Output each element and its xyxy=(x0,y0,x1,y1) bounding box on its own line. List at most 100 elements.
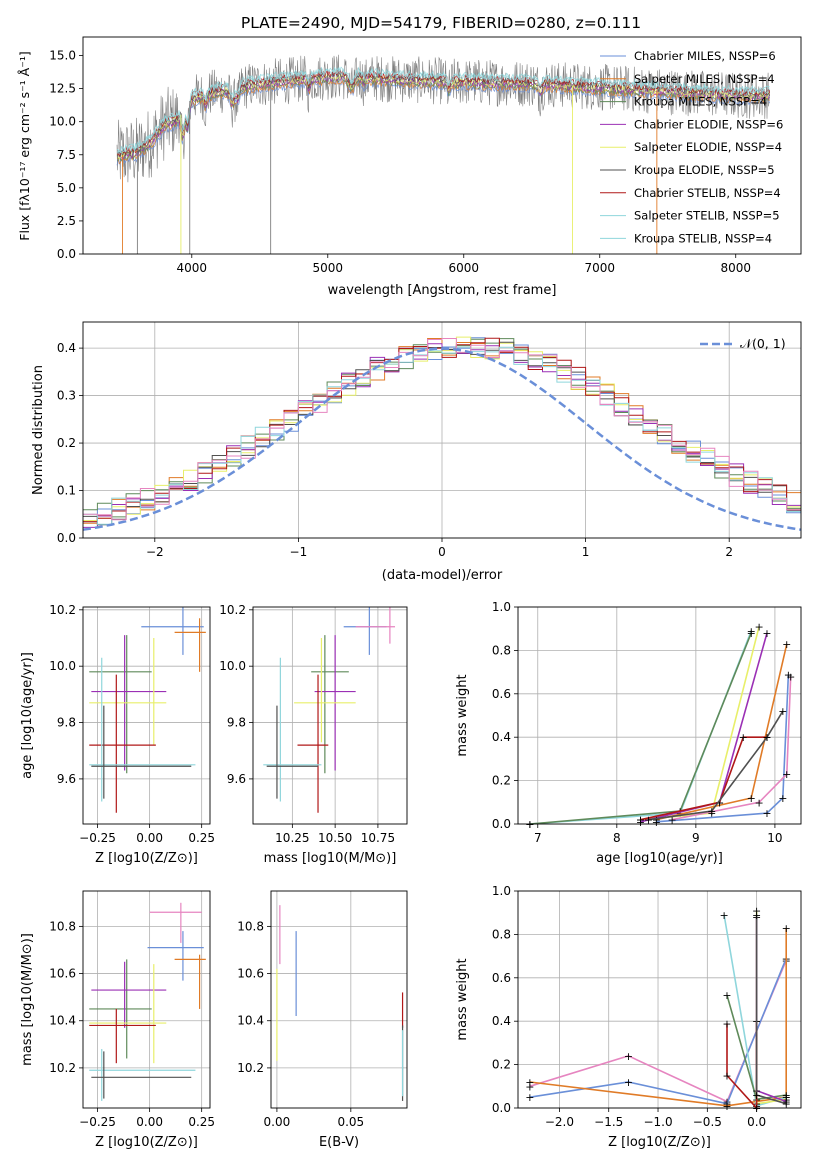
mass-weight-age-marker: + xyxy=(747,627,756,640)
mass-weight-age-marker: + xyxy=(636,814,645,827)
mw-z-panel: +++++++++++++++++ +++ +++++++++++−2.0 −1.5−… xyxy=(455,884,802,1150)
mass-z-panel-ytick-label: 10.8 xyxy=(49,919,76,933)
spectrum-xlabel: wavelength [Angstrom, rest frame] xyxy=(328,283,557,298)
gaussian-curve xyxy=(82,347,802,531)
residual-histogram-8 xyxy=(83,346,801,525)
mass-weight-age-marker: + xyxy=(652,816,661,829)
spectrum-legend-label: Salpeter ELODIE, NSSP=4 xyxy=(634,140,782,154)
mass-weight-z-marker: + xyxy=(782,922,791,935)
mw-z-panel-ytick-label: 1.0 xyxy=(492,884,511,898)
mw-age-panel: ++++++++++++++++++++++++++ +++++7 8 9 100.00… xyxy=(455,600,802,866)
spectrum-xtick-label: 6000 xyxy=(448,261,479,275)
mass-z-panel: −0.25 0.00 0.25 10.2 10.4 10.6 10.8 Z [log10(Z/… xyxy=(20,890,215,1150)
mw-z-panel-ytick-label: 0.2 xyxy=(492,1058,511,1072)
mw-z-panel-xtick-label: −1.0 xyxy=(643,1115,672,1129)
spectrum-ticks: 4000 5000 6000 7000 8000 0.0 2.5 5.0 7.5 10.0 12.5… xyxy=(49,49,751,275)
mass-weight-z-marker: + xyxy=(722,1017,731,1030)
mass-weight-age-marker: + xyxy=(525,818,534,831)
spectrum-ytick-label: 12.5 xyxy=(49,82,76,96)
mass-weight-age-line-7 xyxy=(671,676,792,821)
mass-weight-age-marker: + xyxy=(754,796,763,809)
age-z-panel-xtick-label: 0.00 xyxy=(136,831,163,845)
spectrum-legend-label: Chabrier STELIB, NSSP=4 xyxy=(634,186,781,200)
spectrum-ytick-label: 2.5 xyxy=(57,214,76,228)
age-mass-panel-ytick-label: 10.2 xyxy=(219,603,246,617)
mw-z-panel-xtick-label: 0.0 xyxy=(747,1115,766,1129)
mass-weight-z-marker: + xyxy=(782,1093,791,1106)
mw-age-panel-xlabel: age [log10(age/yr)] xyxy=(596,851,723,866)
age-z-panel-ytick-label: 10.0 xyxy=(49,659,76,673)
mass-z-panel-xlabel: Z [log10(Z/Z⊙)] xyxy=(95,1135,198,1150)
mw-z-panel-frame xyxy=(517,890,802,1109)
mass-ebv-panel-ytick-label: 10.6 xyxy=(237,967,264,981)
spectrum-legend-label: Kroupa ELODIE, NSSP=5 xyxy=(634,163,775,177)
mass-weight-age-marker: + xyxy=(652,814,661,827)
mass-weight-z-line-4 xyxy=(723,914,787,1107)
mw-age-panel-xtick-label: 8 xyxy=(613,831,621,845)
spectrum-legend-label: Salpeter MILES, NSSP=4 xyxy=(634,72,775,86)
spectrum-ylabel: Flux [fλ10⁻¹⁷ erg cm⁻² s⁻¹ Å⁻¹] xyxy=(17,51,32,240)
mw-z-panel-xlabel: Z [log10(Z/Z⊙)] xyxy=(608,1135,711,1150)
mass-ebv-panel-frame xyxy=(270,890,408,1109)
mass-z-panel-xtick-label: 0.25 xyxy=(188,1115,215,1129)
mw-z-panel-ylabel: mass weight xyxy=(455,958,470,1040)
mass-weight-z-marker: + xyxy=(782,1098,791,1111)
mass-weight-z-marker: + xyxy=(752,905,761,918)
spectrum-xtick-label: 8000 xyxy=(720,261,751,275)
mass-weight-z-marker: + xyxy=(752,909,761,922)
spectrum-lines xyxy=(116,54,771,254)
mw-z-panel-ytick-label: 0.8 xyxy=(492,927,511,941)
mass-weight-z-line-9 xyxy=(755,914,787,1105)
age-mass-panel-ytick-label: 9.6 xyxy=(227,772,246,786)
mw-z-panel-xtick-label: −0.5 xyxy=(693,1115,722,1129)
residual-xtick-label: 1 xyxy=(582,545,590,559)
spectrum-panel: 4000 5000 6000 7000 8000 0.0 2.5 5.0 7.5 10.0 12.5… xyxy=(17,36,802,298)
age-z-panel-ylabel: age [log10(age/yr)] xyxy=(20,652,35,779)
mass-ebv-panel-ytick-label: 10.8 xyxy=(237,919,264,933)
mass-weight-age-marker: + xyxy=(525,818,534,831)
model-spectrum-9 xyxy=(116,66,770,154)
mass-weight-z-marker: + xyxy=(525,1076,534,1089)
parameter-panels: −0.25 0.00 0.25 9.6 9.8 10.0 10.2 Z [log10(Z/Z⊙… xyxy=(20,600,802,1150)
age-z-panel: −0.25 0.00 0.25 9.6 9.8 10.0 10.2 Z [log10(Z/Z⊙… xyxy=(20,603,215,866)
spectrum-legend-label: Chabrier ELODIE, NSSP=6 xyxy=(634,117,783,131)
mw-age-panel-xtick-label: 9 xyxy=(692,831,700,845)
mass-weight-age-line-8 xyxy=(640,736,767,821)
mass-weight-age-marker: + xyxy=(715,796,724,809)
mass-weight-z-marker: + xyxy=(722,1100,731,1113)
mw-z-panel-xtick-label: −1.5 xyxy=(594,1115,623,1129)
spectrum-frame xyxy=(82,36,802,255)
mw-age-panel-ytick-label: 0.4 xyxy=(492,730,511,744)
mass-weight-z-line-7 xyxy=(755,917,787,1103)
mass-weight-age-marker: + xyxy=(762,627,771,640)
mass-z-panel-ytick-label: 10.4 xyxy=(49,1014,76,1028)
spectrum-legend: Chabrier MILES, NSSP=6 Salpeter MILES, NS… xyxy=(600,49,783,245)
mw-z-panel-ytick-label: 0.6 xyxy=(492,971,511,985)
mass-weight-z-marker: + xyxy=(525,1091,534,1104)
mass-weight-z-marker: + xyxy=(525,1080,534,1093)
mass-weight-age-line-9 xyxy=(648,710,784,821)
mass-z-panel-ylabel: mass [log10(M/M⊙)] xyxy=(20,933,35,1066)
mass-weight-age-marker: + xyxy=(739,731,748,744)
residual-ytick-label: 0.4 xyxy=(57,341,76,355)
mass-weight-z-marker: + xyxy=(719,909,728,922)
mass-weight-age-marker: + xyxy=(707,807,716,820)
mass-weight-age-marker: + xyxy=(778,705,787,718)
residual-xlabel: (data-model)/error xyxy=(382,568,503,583)
mw-age-panel-ytick-label: 1.0 xyxy=(492,600,511,614)
mass-weight-age-marker: + xyxy=(644,814,653,827)
gaussian-legend-label: 𝒩(0, 1) xyxy=(740,336,786,351)
residual-xtick-label: 0 xyxy=(438,545,446,559)
spectrum-ytick-label: 10.0 xyxy=(49,115,76,129)
mass-z-panel-ytick-label: 10.6 xyxy=(49,967,76,981)
residual-xtick-label: 2 xyxy=(725,545,733,559)
spectrum-ytick-label: 0.0 xyxy=(57,247,76,261)
age-z-panel-xtick-label: 0.25 xyxy=(188,831,215,845)
mass-z-panel-xtick-label: −0.25 xyxy=(79,1115,116,1129)
age-z-panel-ytick-label: 9.8 xyxy=(57,716,76,730)
mw-age-panel-ylabel: mass weight xyxy=(455,674,470,756)
spectrum-legend-label: Kroupa MILES, NSSP=4 xyxy=(634,95,767,109)
mass-ebv-panel-xtick-label: 0.05 xyxy=(337,1115,364,1129)
age-mass-panel-xlabel: mass [log10(M/M⊙)] xyxy=(264,851,397,866)
